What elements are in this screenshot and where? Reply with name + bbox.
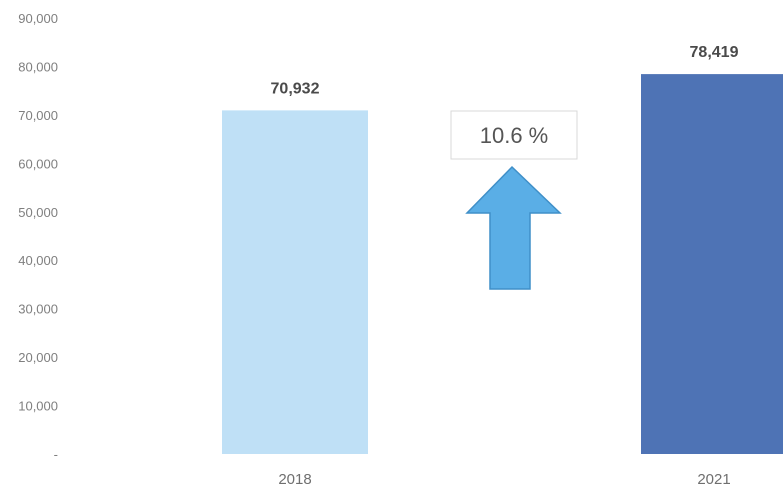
y-tick-label: - <box>54 447 58 462</box>
y-tick-label: 10,000 <box>18 399 58 414</box>
x-category-label: 2018 <box>278 471 311 488</box>
bar-value-label: 78,419 <box>690 44 739 61</box>
x-category-label: 2021 <box>697 471 730 488</box>
change-box <box>450 110 578 160</box>
x-axis: 2018 2021 <box>278 471 730 488</box>
change-value: 10.6 % <box>480 123 549 148</box>
y-tick-label: 20,000 <box>18 350 58 365</box>
y-tick-label: 40,000 <box>18 253 58 268</box>
up-arrow-icon <box>465 165 562 290</box>
bars <box>222 74 783 454</box>
y-tick-label: 90,000 <box>18 11 58 26</box>
y-tick-label: 60,000 <box>18 156 58 171</box>
y-tick-label: 30,000 <box>18 302 58 317</box>
data-labels: 70,932 78,419 <box>271 44 739 97</box>
y-axis: - 10,000 20,000 30,000 40,000 50,000 60,000 70,… <box>18 11 58 462</box>
bar-value-label: 70,932 <box>271 80 320 97</box>
bar-2018 <box>222 110 368 454</box>
y-tick-label: 70,000 <box>18 108 58 123</box>
bar-2021 <box>641 74 783 454</box>
y-tick-label: 50,000 <box>18 205 58 220</box>
change-annotation: 10.6 % <box>450 110 578 290</box>
y-tick-label: 80,000 <box>18 59 58 74</box>
